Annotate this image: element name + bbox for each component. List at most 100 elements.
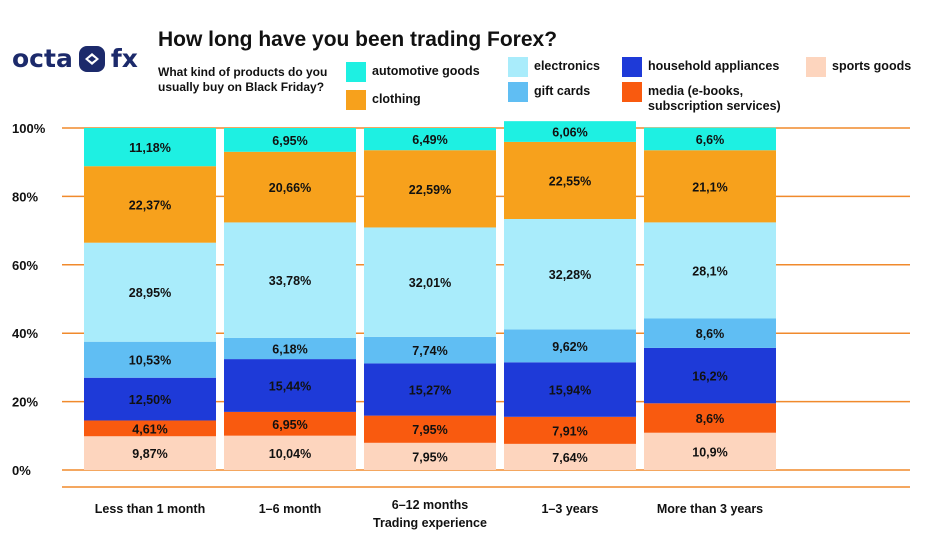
data-label: 9,62%	[552, 340, 587, 354]
legend-item-electronics: electronics	[508, 57, 600, 77]
legend-label: electronics	[534, 59, 601, 73]
bar-segment	[504, 121, 636, 142]
data-label: 12,50%	[129, 393, 171, 407]
y-tick-label: 60%	[12, 258, 38, 273]
bar-segment	[84, 166, 216, 243]
legend-label: automotive goods	[372, 64, 480, 78]
legend-swatch	[806, 57, 826, 77]
bar-segment	[84, 420, 216, 437]
brand-logo: octa fx	[12, 44, 138, 73]
bar-segment	[364, 415, 496, 443]
y-tick-label: 80%	[12, 189, 38, 204]
brand-name-right: fx	[110, 44, 138, 73]
data-label: 15,27%	[409, 384, 451, 398]
legend-item-household-appliances: household appliances	[622, 57, 779, 77]
data-label: 7,64%	[552, 451, 587, 465]
data-label: 32,28%	[549, 268, 591, 282]
bar-segment	[364, 128, 496, 151]
y-tick-label: 0%	[12, 463, 31, 478]
bar-segment	[224, 435, 356, 470]
x-tick-label: More than 3 years	[657, 502, 763, 516]
bar-segment	[224, 151, 356, 223]
bar-segment	[644, 347, 776, 404]
bar-segment	[224, 128, 356, 152]
x-tick-label: Less than 1 month	[95, 502, 205, 516]
legend-item-clothing: clothing	[346, 90, 421, 110]
data-label: 7,95%	[412, 423, 447, 437]
data-label: 7,91%	[552, 424, 587, 438]
bar-segment	[84, 436, 216, 470]
bar-segment	[644, 403, 776, 433]
data-label: 15,44%	[269, 379, 311, 393]
y-tick-label: 20%	[12, 395, 38, 410]
data-label: 15,94%	[549, 384, 591, 398]
data-label: 28,95%	[129, 286, 171, 300]
bar-segment	[644, 222, 776, 319]
bar-segment	[224, 359, 356, 412]
bar-segment	[84, 377, 216, 421]
bar-segment	[504, 329, 636, 363]
brand-name-left: octa	[12, 44, 73, 73]
bar-segment	[224, 337, 356, 360]
data-label: 10,04%	[269, 447, 311, 461]
bar-segment	[84, 341, 216, 378]
legend-swatch	[346, 62, 366, 82]
data-label: 8,6%	[696, 412, 725, 426]
data-label: 6,06%	[552, 126, 587, 140]
legend-item-media: media (e-books, subscription services)	[622, 82, 792, 114]
data-label: 6,18%	[272, 343, 307, 357]
data-label: 7,74%	[412, 344, 447, 358]
x-tick-label: 1–6 month	[259, 502, 322, 516]
bar-segment	[364, 150, 496, 228]
bar-segment	[504, 141, 636, 220]
data-label: 4,61%	[132, 422, 167, 436]
data-label: 10,9%	[692, 445, 727, 459]
data-label: 32,01%	[409, 276, 451, 290]
y-tick-label: 40%	[12, 326, 38, 341]
legend-item-automotive-goods: automotive goods	[346, 62, 480, 82]
data-label: 6,49%	[412, 133, 447, 147]
bar-segment	[84, 242, 216, 342]
chart-title: How long have you been trading Forex?	[158, 28, 558, 51]
bar-segment	[84, 127, 216, 167]
legend-swatch	[622, 82, 642, 102]
legend-label: gift cards	[534, 84, 591, 98]
x-tick-label: 1–3 years	[541, 502, 598, 516]
chart-question: What kind of products do you usually buy…	[158, 65, 328, 94]
bar-segment	[504, 443, 636, 470]
legend-swatch	[508, 82, 528, 102]
data-label: 8,6%	[696, 327, 725, 341]
bar-segment	[504, 362, 636, 417]
data-label: 6,95%	[272, 134, 307, 148]
data-label: 11,18%	[129, 141, 171, 155]
data-label: 28,1%	[692, 264, 727, 278]
y-tick-label: 100%	[12, 121, 46, 136]
data-label: 9,87%	[132, 447, 167, 461]
bar-segment	[364, 336, 496, 364]
legend-item-sports-goods: sports goods	[806, 57, 911, 77]
bar-segment	[504, 416, 636, 444]
data-label: 10,53%	[129, 354, 171, 368]
legend-swatch	[346, 90, 366, 110]
legend-label: sports goods	[832, 59, 912, 73]
bar-segment	[504, 219, 636, 330]
x-tick-label: 6–12 months	[392, 498, 468, 512]
bar-segment	[224, 411, 356, 436]
data-label: 6,95%	[272, 418, 307, 432]
bar-segment	[364, 227, 496, 337]
legend-label: media (e-books, subscription services)	[648, 84, 781, 113]
legend-swatch	[508, 57, 528, 77]
data-label: 16,2%	[692, 370, 727, 384]
data-label: 22,37%	[129, 198, 171, 212]
legend-item-gift-cards: gift cards	[508, 82, 590, 102]
bar-segment	[644, 127, 776, 151]
legend-swatch	[622, 57, 642, 77]
data-label: 22,55%	[549, 174, 591, 188]
data-label: 7,95%	[412, 450, 447, 464]
data-label: 21,1%	[692, 180, 727, 194]
bar-segment	[364, 363, 496, 416]
bar-segment	[644, 150, 776, 223]
legend-label: household appliances	[648, 59, 780, 73]
bar-segment	[644, 318, 776, 348]
